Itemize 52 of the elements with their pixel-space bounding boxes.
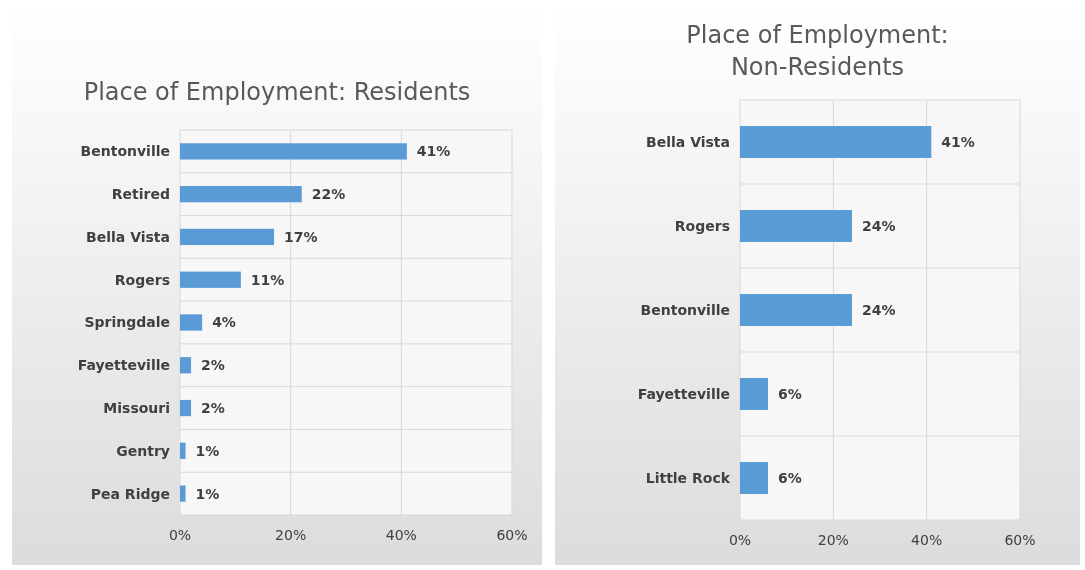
y-tick-label: Pea Ridge	[90, 485, 170, 502]
y-tick-label: Missouri	[103, 399, 170, 416]
bar	[180, 357, 192, 374]
y-tick-label: Rogers	[114, 271, 170, 288]
x-tick-label: 40%	[911, 532, 943, 548]
data-label: 24%	[862, 217, 896, 234]
data-label: 41%	[941, 133, 975, 150]
y-tick-label: Little Rock	[645, 469, 731, 486]
data-label: 4%	[212, 314, 236, 331]
chart-title: Place of Employment: Residents	[83, 78, 471, 106]
bar	[740, 126, 932, 158]
data-label: 2%	[201, 357, 225, 374]
x-tick-label: 60%	[1004, 532, 1036, 548]
y-tick-label: Fayetteville	[637, 385, 730, 402]
data-label: 6%	[778, 385, 802, 402]
y-tick-label: Bella Vista	[86, 228, 170, 245]
bar	[180, 442, 186, 459]
bar	[740, 462, 768, 494]
bar	[740, 210, 852, 242]
bar	[740, 294, 852, 326]
data-label: 1%	[195, 485, 220, 502]
y-tick-label: Bentonville	[640, 301, 730, 318]
y-tick-label: Rogers	[674, 217, 730, 234]
bar	[180, 228, 275, 246]
data-label: 2%	[201, 399, 225, 416]
y-tick-label: Springdale	[84, 314, 170, 331]
x-tick-label: 60%	[496, 527, 528, 543]
bar	[740, 378, 768, 410]
data-label: 11%	[250, 271, 285, 288]
data-label: 24%	[862, 301, 896, 318]
data-label: 6%	[778, 469, 802, 486]
bar	[180, 271, 241, 288]
x-tick-label: 0%	[168, 527, 192, 543]
bar	[180, 143, 407, 160]
bar	[180, 186, 302, 203]
data-label: 41%	[416, 143, 451, 160]
x-tick-label: 40%	[385, 527, 417, 543]
data-label: 1%	[195, 442, 220, 459]
bar	[180, 485, 186, 502]
y-tick-label: Fayetteville	[77, 357, 170, 374]
chart-title: Place of Employment: Non-Residents	[686, 21, 949, 81]
data-label: 17%	[284, 228, 318, 245]
x-tick-label: 20%	[275, 527, 307, 543]
x-tick-label: 20%	[817, 532, 849, 548]
y-tick-label: Retired	[111, 186, 170, 203]
data-label: 22%	[311, 186, 346, 203]
bar	[180, 399, 192, 417]
bar	[180, 314, 203, 331]
x-tick-label: 0%	[728, 532, 752, 548]
y-tick-label: Bentonville	[80, 143, 170, 160]
y-tick-label: Gentry	[116, 442, 170, 459]
y-tick-label: Bella Vista	[646, 133, 730, 150]
